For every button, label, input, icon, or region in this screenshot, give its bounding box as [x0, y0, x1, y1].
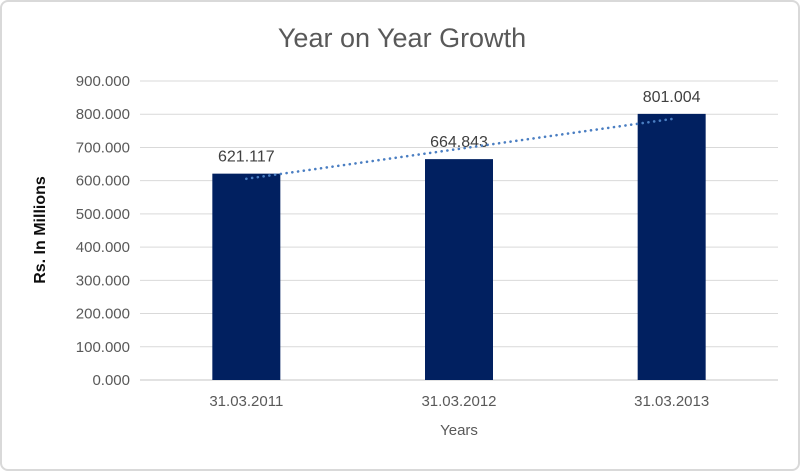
y-tick-label: 400.000: [76, 239, 130, 256]
x-tick-label: 31.03.2012: [421, 393, 496, 410]
y-tick-label: 900.000: [76, 73, 130, 90]
bar: [212, 173, 281, 380]
y-tick-label: 100.000: [76, 339, 130, 356]
chart-title: Year on Year Growth: [277, 23, 527, 53]
y-tick-label: 500.000: [76, 206, 130, 223]
y-tick-label: 800.000: [76, 106, 130, 123]
y-tick-label: 700.000: [76, 139, 130, 156]
bar: [425, 159, 493, 380]
bar: [637, 113, 706, 380]
data-label: 801.004: [643, 89, 701, 106]
y-tick-label: 600.000: [76, 173, 130, 190]
y-tick-label: 0.000: [92, 372, 130, 389]
x-tick-label: 31.03.2013: [634, 393, 709, 410]
data-label: 621.117: [218, 149, 275, 166]
data-label: 664.843: [430, 134, 488, 151]
y-tick-label: 300.000: [76, 272, 130, 289]
y-tick-label: 200.000: [76, 306, 130, 323]
x-tick-label: 31.03.2011: [209, 393, 283, 410]
x-axis-title: Years: [440, 422, 478, 439]
trendline: [245, 117, 673, 181]
